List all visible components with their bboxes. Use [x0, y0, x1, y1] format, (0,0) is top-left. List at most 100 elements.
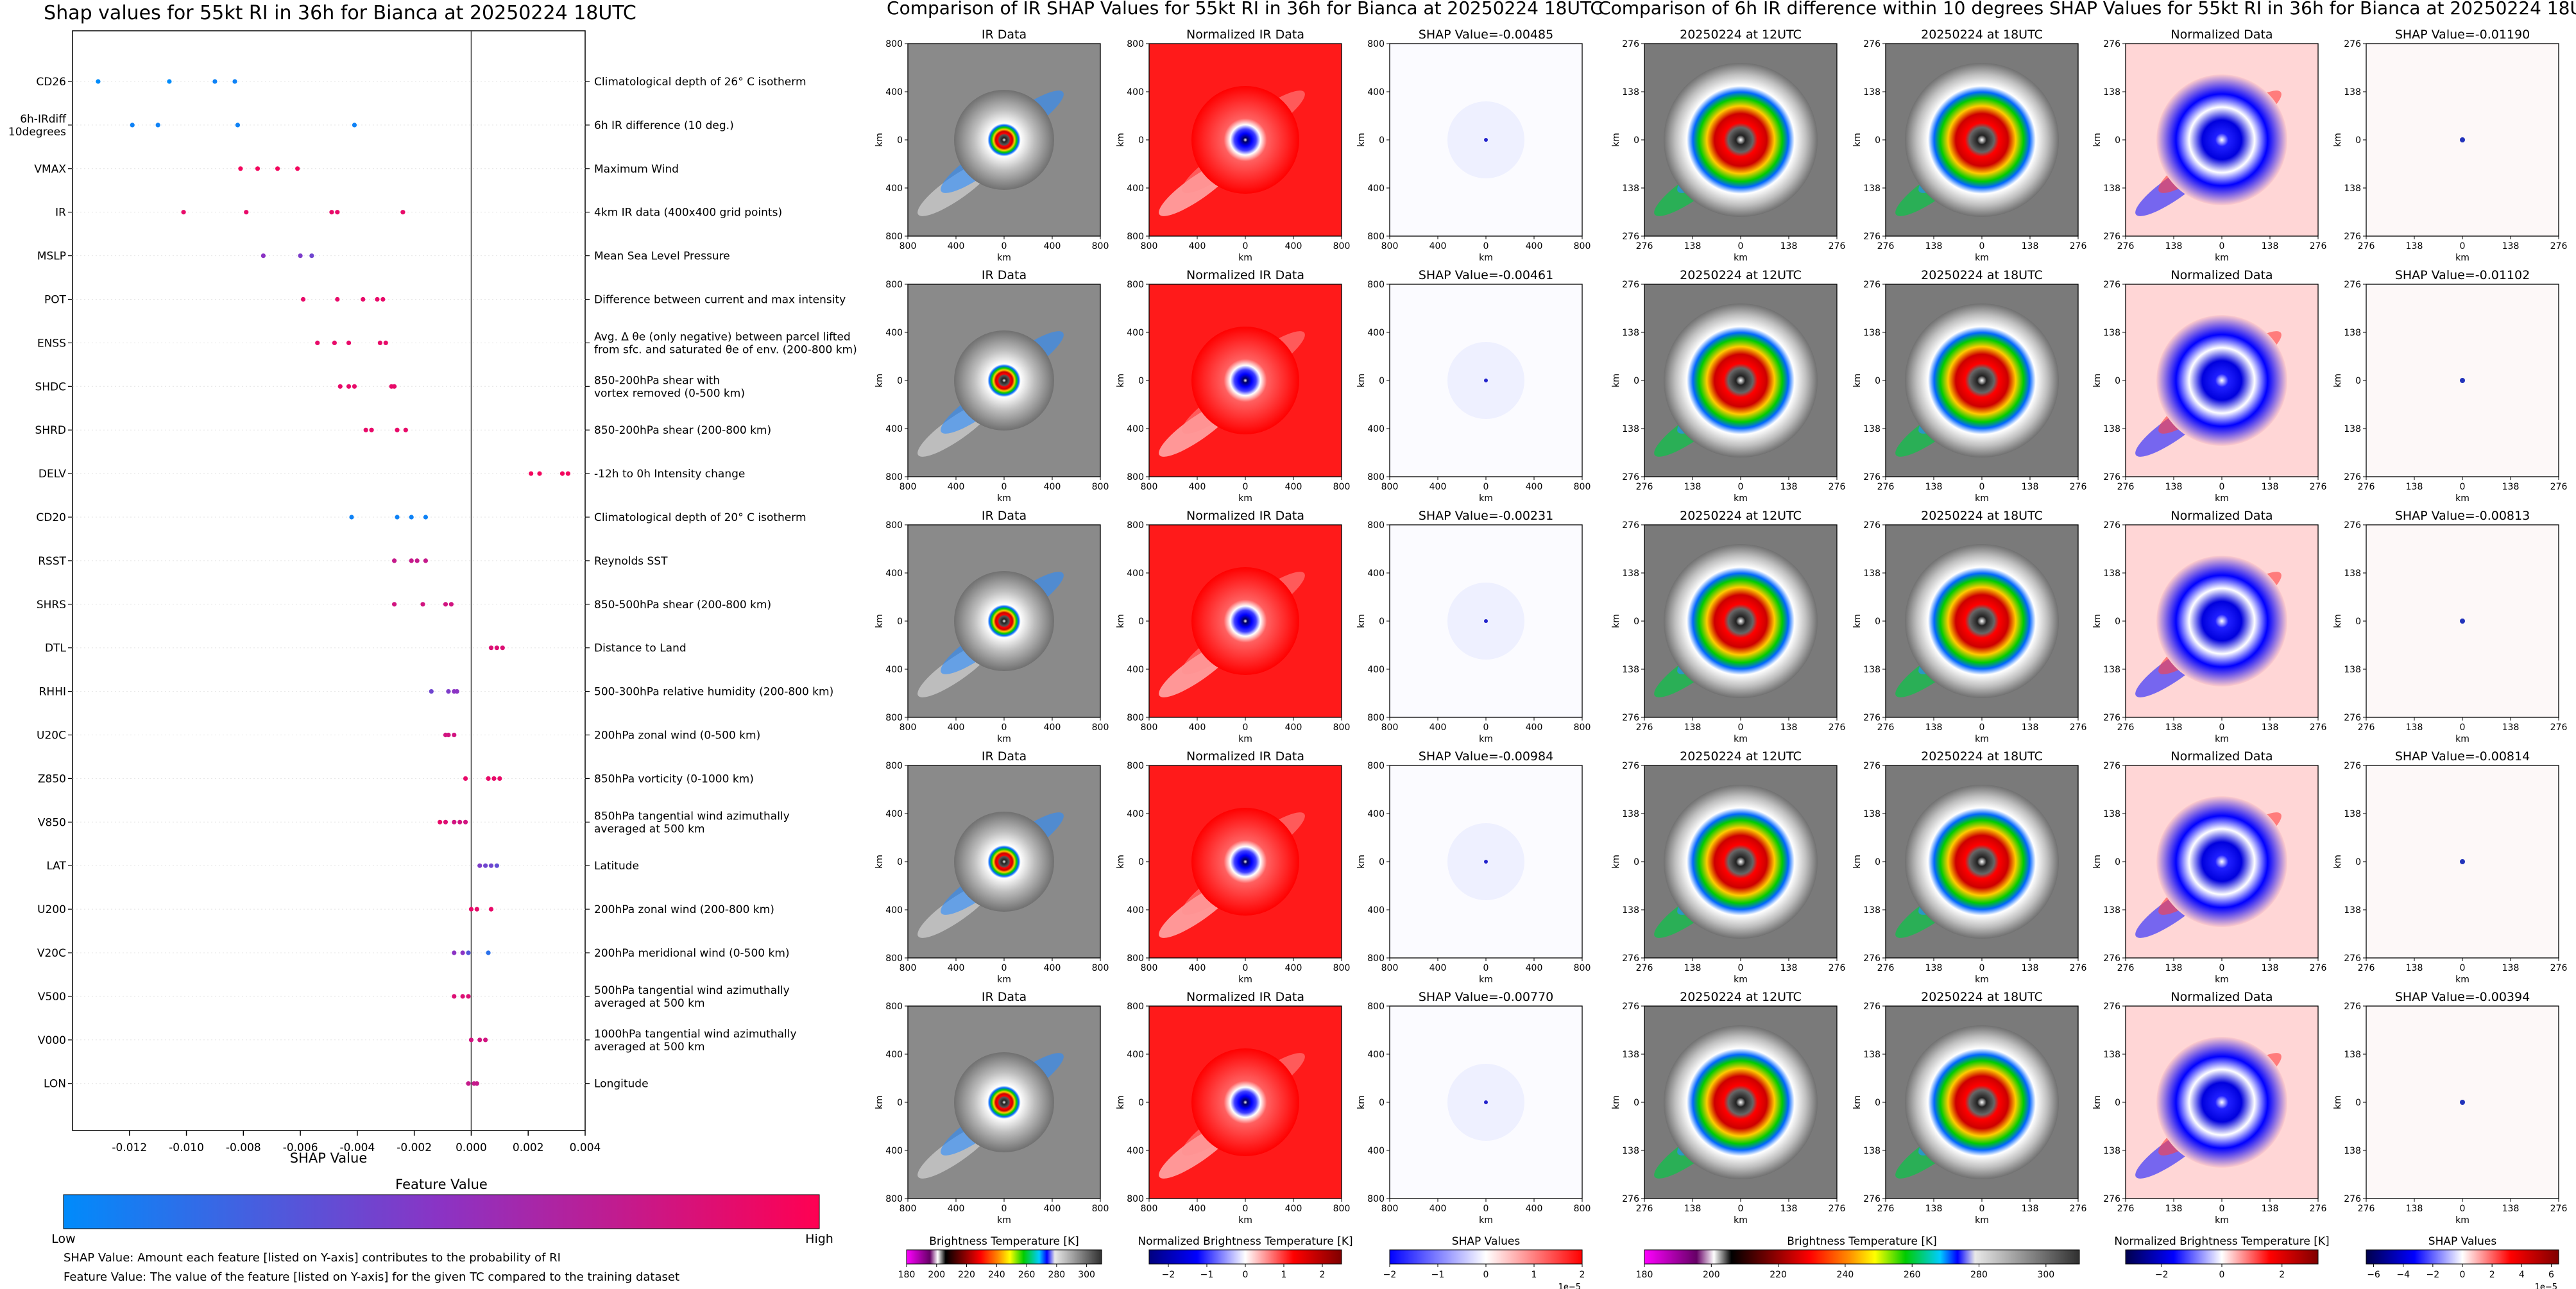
- irdiff-panel-x-tick-label: 138: [2262, 482, 2279, 492]
- ir-panel-y-tick-label: 800: [885, 39, 903, 49]
- panel-x-label: km: [1734, 493, 1748, 504]
- irdiff-panel-y-tick-label: 138: [1622, 1146, 1639, 1156]
- panel-x-label: km: [1975, 975, 1989, 985]
- irdiff-panel-y-tick-label: 138: [2103, 1050, 2120, 1060]
- irdiff-panel-x-tick-label: 276: [2358, 722, 2375, 733]
- irdiff-panel-y-tick-label: 276: [1622, 39, 1639, 49]
- ir-panel-x-tick-label: 0: [1002, 482, 1007, 492]
- irdiff-panel-x-tick-label: 138: [2406, 482, 2423, 492]
- irdiff-panel-y-tick-label: 138: [2344, 87, 2361, 98]
- shap-point: [446, 689, 451, 694]
- panel-x-label: km: [1238, 975, 1252, 985]
- shap-point: [352, 384, 357, 389]
- ir-panel-y-tick-label: 0: [1379, 1098, 1385, 1108]
- irdiff-panel-y-tick-label: 0: [2115, 617, 2120, 627]
- shap-point: [337, 384, 343, 389]
- panel-y-label: km: [1356, 1095, 1367, 1109]
- panel-y-label: km: [1116, 614, 1126, 628]
- shap-point: [466, 950, 471, 955]
- ir-panel-y-tick-label: 400: [885, 1146, 903, 1156]
- colorbar: SHAP Values −2 −1 0 1 2 1e−5: [1383, 1235, 1585, 1289]
- ir-panel-y-tick-label: 400: [1367, 809, 1385, 819]
- feature-description-label: 200hPa zonal wind (0-500 km): [594, 730, 760, 742]
- shap-point: [377, 340, 383, 346]
- irdiff-panel-y-tick-label: 138: [2103, 905, 2120, 916]
- colorbar-tick-label: 2: [1580, 1270, 1585, 1280]
- irdiff-panel-y-tick-label: 138: [1863, 568, 1881, 579]
- irdiff-panel-x-tick-label: 0: [1979, 241, 1985, 252]
- irdiff-panel-y-tick-label: 138: [1863, 184, 1881, 194]
- shap-center: [2460, 859, 2465, 864]
- ir-panel-y-tick-label: 400: [1127, 905, 1144, 916]
- ir-panel-x-tick-label: 400: [948, 1204, 965, 1214]
- irdiff-panel-y-tick-label: 276: [2344, 472, 2361, 482]
- colorbar-tick-label: 200: [1703, 1270, 1720, 1280]
- colorbar-tick-label: −2: [2155, 1270, 2169, 1280]
- irdiff-panel-x-tick-label: 0: [1738, 963, 1744, 973]
- feature-description-label: Climatological depth of 20° C isotherm: [594, 511, 806, 524]
- irdiff-panel-y-tick-label: 138: [1622, 665, 1639, 675]
- colorbar-gradient: [2366, 1249, 2559, 1265]
- panel-title: IR Data: [982, 268, 1027, 282]
- irdiff-panel-y-tick-label: 0: [1875, 376, 1881, 386]
- feature-name-label: Z850: [38, 773, 66, 785]
- colorbar: SHAP Values −6 −4 −2 0 2 4 6 1e−5: [2366, 1235, 2559, 1289]
- irdiff-panel-x-tick-label: 276: [2117, 482, 2135, 492]
- irdiff-panel-x-tick-label: 276: [1636, 963, 1653, 973]
- shap-point: [452, 819, 457, 824]
- irdiff-panel-y-tick-label: 138: [2103, 424, 2120, 434]
- irdiff-panel-x-tick-label: 0: [1738, 1204, 1744, 1214]
- irdiff-panel-y-tick-label: 276: [1622, 520, 1639, 531]
- irdiff-panel-x-tick-label: 138: [2022, 241, 2039, 252]
- ir-panel-y-tick-label: 0: [1379, 617, 1385, 627]
- panel-title: 20250224 at 12UTC: [1680, 268, 1802, 282]
- ir-panel-y-tick-label: 0: [1138, 376, 1144, 386]
- panel-y-label: km: [1852, 1095, 1863, 1109]
- feature-name-label: CD20: [36, 511, 66, 524]
- shap-point: [483, 863, 488, 868]
- irdiff-panel-x-tick-label: 0: [1979, 963, 1985, 973]
- irdiff-panel-x-tick-label: 138: [1925, 241, 1943, 252]
- irdiff-panel-y-tick-label: 138: [2103, 328, 2120, 338]
- ir-panel-x-tick-label: 400: [1429, 1204, 1447, 1214]
- ir-panel-x-tick-label: 0: [1002, 963, 1007, 973]
- colorbar-gradient: [1148, 1249, 1342, 1265]
- feature-name-label: SHRS: [37, 599, 66, 611]
- ir-panel-x-tick-label: 800: [900, 722, 917, 733]
- ir-panel-x-tick-label: 0: [1483, 241, 1489, 252]
- ir-panel-y-tick-label: 800: [885, 1194, 903, 1204]
- ir-panel-y-tick-label: 400: [885, 809, 903, 819]
- panel-title: Normalized Data: [2171, 28, 2273, 42]
- ir-panel-x-tick-label: 400: [1429, 722, 1447, 733]
- panel-x-label: km: [2215, 1215, 2229, 1225]
- irdiff-panel-x-tick-label: 276: [2117, 963, 2135, 973]
- panel-x-label: km: [997, 493, 1011, 504]
- storm-core: [1191, 567, 1299, 675]
- feature-description-label: Longitude: [594, 1078, 649, 1091]
- feature-description-label: Climatological depth of 26° C isotherm: [594, 76, 806, 89]
- panel-y-label: km: [2092, 373, 2103, 388]
- panel-x-label: km: [1479, 1215, 1493, 1225]
- irdiff-panel-x-tick-label: 0: [2219, 241, 2225, 252]
- ir-panel-x-tick-label: 400: [1285, 963, 1302, 973]
- ir-panel-y-tick-label: 0: [1138, 1098, 1144, 1108]
- irdiff-panel-y-tick-label: 276: [1863, 39, 1881, 49]
- irdiff-panel-y-tick-label: 138: [1863, 809, 1881, 819]
- irdiff-panel-x-tick-label: 138: [2406, 1204, 2423, 1214]
- feature-description-label: Distance to Land: [594, 642, 687, 655]
- shap-point: [429, 689, 434, 694]
- ir-panel-x-tick-label: 800: [1574, 1204, 1591, 1214]
- panel-y-label: km: [2092, 855, 2103, 869]
- shap-point: [232, 79, 237, 84]
- ir-panel-x-tick-label: 400: [1285, 241, 1302, 252]
- irdiff-panel-x-tick-label: 0: [1738, 722, 1744, 733]
- storm-core: [954, 330, 1054, 431]
- ir-panel-x-tick-label: 0: [1243, 963, 1249, 973]
- irdiff-panel-x-tick-label: 138: [2502, 722, 2520, 733]
- ir-panel-y-tick-label: 800: [885, 761, 903, 771]
- ir-panel-y-tick-label: 400: [885, 87, 903, 98]
